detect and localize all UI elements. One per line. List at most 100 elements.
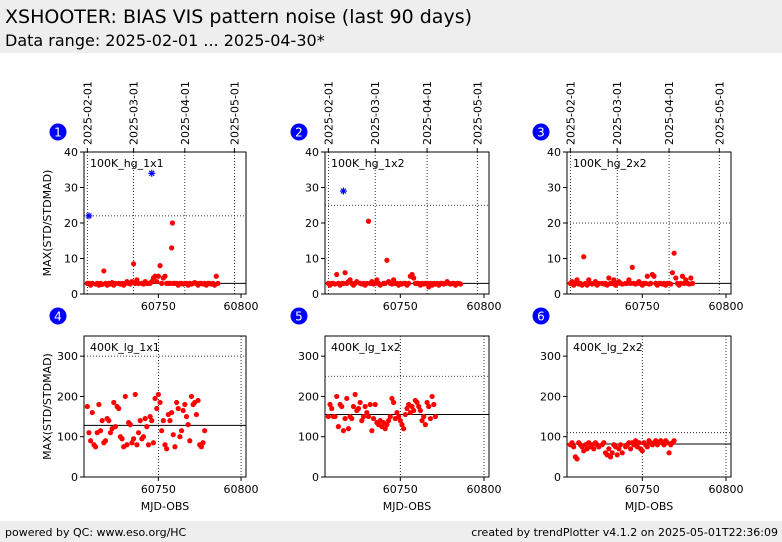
- data-point: [345, 426, 352, 432]
- data-point: [399, 422, 405, 428]
- data-point: [669, 270, 676, 276]
- page-title: XSHOOTER: BIAS VIS pattern noise (last 9…: [5, 6, 473, 28]
- data-point: [668, 281, 674, 287]
- data-point: [409, 403, 415, 410]
- x-axis-label: MJD-OBS: [383, 500, 431, 513]
- panel-number-badge: [532, 307, 550, 325]
- panel-number-badge: [290, 307, 308, 325]
- panel-number-label: 4: [54, 310, 62, 324]
- data-point: [384, 422, 390, 428]
- plot-frame: [324, 151, 490, 295]
- y-tick-label: 10: [305, 253, 319, 266]
- panel-number-badge: [49, 307, 67, 325]
- outlier-point: [339, 187, 347, 195]
- data-point: [644, 444, 650, 450]
- data-point: [369, 428, 375, 434]
- y-tick-label: 30: [305, 182, 319, 195]
- data-point: [427, 415, 434, 422]
- data-point: [92, 444, 99, 450]
- data-point: [334, 393, 340, 400]
- chart-panel-2: 0 10 20 30 40 60750 60800 2025-02-01 2025-03-01 2…: [290, 81, 501, 313]
- chart-panel-5: 0 100 200 300 60750 60800 400K_lg_1x2 MJD-OBS 5: [290, 307, 501, 513]
- data-point: [339, 403, 345, 410]
- data-point: [365, 218, 372, 224]
- data-point: [157, 263, 163, 269]
- y-tick-label: 300: [57, 350, 78, 363]
- data-point: [574, 456, 580, 462]
- data-point: [357, 399, 363, 406]
- data-point: [169, 409, 175, 416]
- data-point: [350, 403, 357, 410]
- data-point: [132, 391, 138, 398]
- data-point: [169, 220, 176, 226]
- data-point: [426, 403, 432, 410]
- data-point: [414, 399, 420, 406]
- chart-panel-4: 0 100 200 300 60750 60800 400K_lg_1x1 MAX(STD/S…: [41, 307, 259, 513]
- panel-number-badge: [290, 123, 308, 141]
- data-point: [349, 415, 355, 422]
- data-point: [150, 440, 157, 446]
- x-tick-label: 60750: [141, 300, 176, 313]
- footer-credit: powered by QC: www.eso.org/HC: [5, 526, 187, 539]
- data-point: [102, 438, 109, 444]
- data-point: [627, 446, 634, 452]
- y-axis-label: MAX(STD/STDMAD): [41, 353, 54, 460]
- data-point: [157, 399, 163, 406]
- data-point: [175, 405, 181, 412]
- data-point: [609, 450, 615, 456]
- panel-number-label: 5: [295, 310, 303, 324]
- data-point: [352, 391, 358, 398]
- panel-number-label: 3: [537, 126, 545, 140]
- data-point: [200, 440, 206, 446]
- panel-label: 100K_hg_1x1: [90, 157, 164, 170]
- data-point: [432, 413, 439, 420]
- data-point: [424, 399, 430, 406]
- panel-number-badge: [49, 123, 67, 141]
- data-point: [569, 440, 575, 446]
- data-point: [387, 413, 393, 420]
- data-point: [162, 442, 168, 448]
- data-point: [178, 428, 185, 434]
- data-point: [149, 418, 155, 424]
- data-point: [155, 391, 161, 398]
- y-tick-label: 0: [554, 288, 561, 301]
- panel-label: 100K_hg_2x2: [573, 157, 647, 170]
- data-point: [101, 268, 107, 274]
- panel-number-label: 2: [295, 126, 303, 140]
- data-point: [195, 397, 201, 404]
- data-point: [96, 401, 102, 408]
- data-point: [396, 413, 402, 420]
- y-tick-label: 300: [540, 350, 561, 363]
- footer: powered by QC: www.eso.org/HC created by…: [0, 521, 782, 542]
- data-point: [180, 407, 186, 414]
- data-point: [411, 407, 417, 414]
- data-point: [367, 401, 373, 408]
- data-point: [106, 418, 112, 424]
- data-point: [364, 409, 370, 416]
- data-point: [666, 450, 672, 456]
- y-tick-label: 10: [547, 253, 561, 266]
- chart-panel-1: 0 10 20 30 40 60750 60800 2025-02-01 2025-03-01 2…: [41, 81, 259, 313]
- data-point: [335, 424, 341, 430]
- y-tick-label: 30: [64, 182, 78, 195]
- data-point: [422, 422, 429, 428]
- data-point: [365, 413, 372, 420]
- y-tick-label: 100: [57, 431, 78, 444]
- y-tick-label: 100: [540, 431, 561, 444]
- data-point: [404, 405, 410, 412]
- data-point: [172, 444, 178, 450]
- data-point: [644, 273, 650, 279]
- data-point: [119, 436, 125, 442]
- date-tick-label: 2025-03-01: [128, 81, 141, 145]
- y-tick-label: 0: [71, 288, 78, 301]
- outlier-point: [85, 212, 93, 220]
- data-point: [671, 250, 677, 256]
- data-point: [188, 393, 195, 400]
- data-point: [614, 452, 620, 458]
- data-point: [112, 424, 119, 430]
- data-point: [382, 426, 388, 432]
- data-point: [170, 432, 176, 438]
- data-point: [581, 254, 587, 260]
- data-point: [591, 446, 597, 452]
